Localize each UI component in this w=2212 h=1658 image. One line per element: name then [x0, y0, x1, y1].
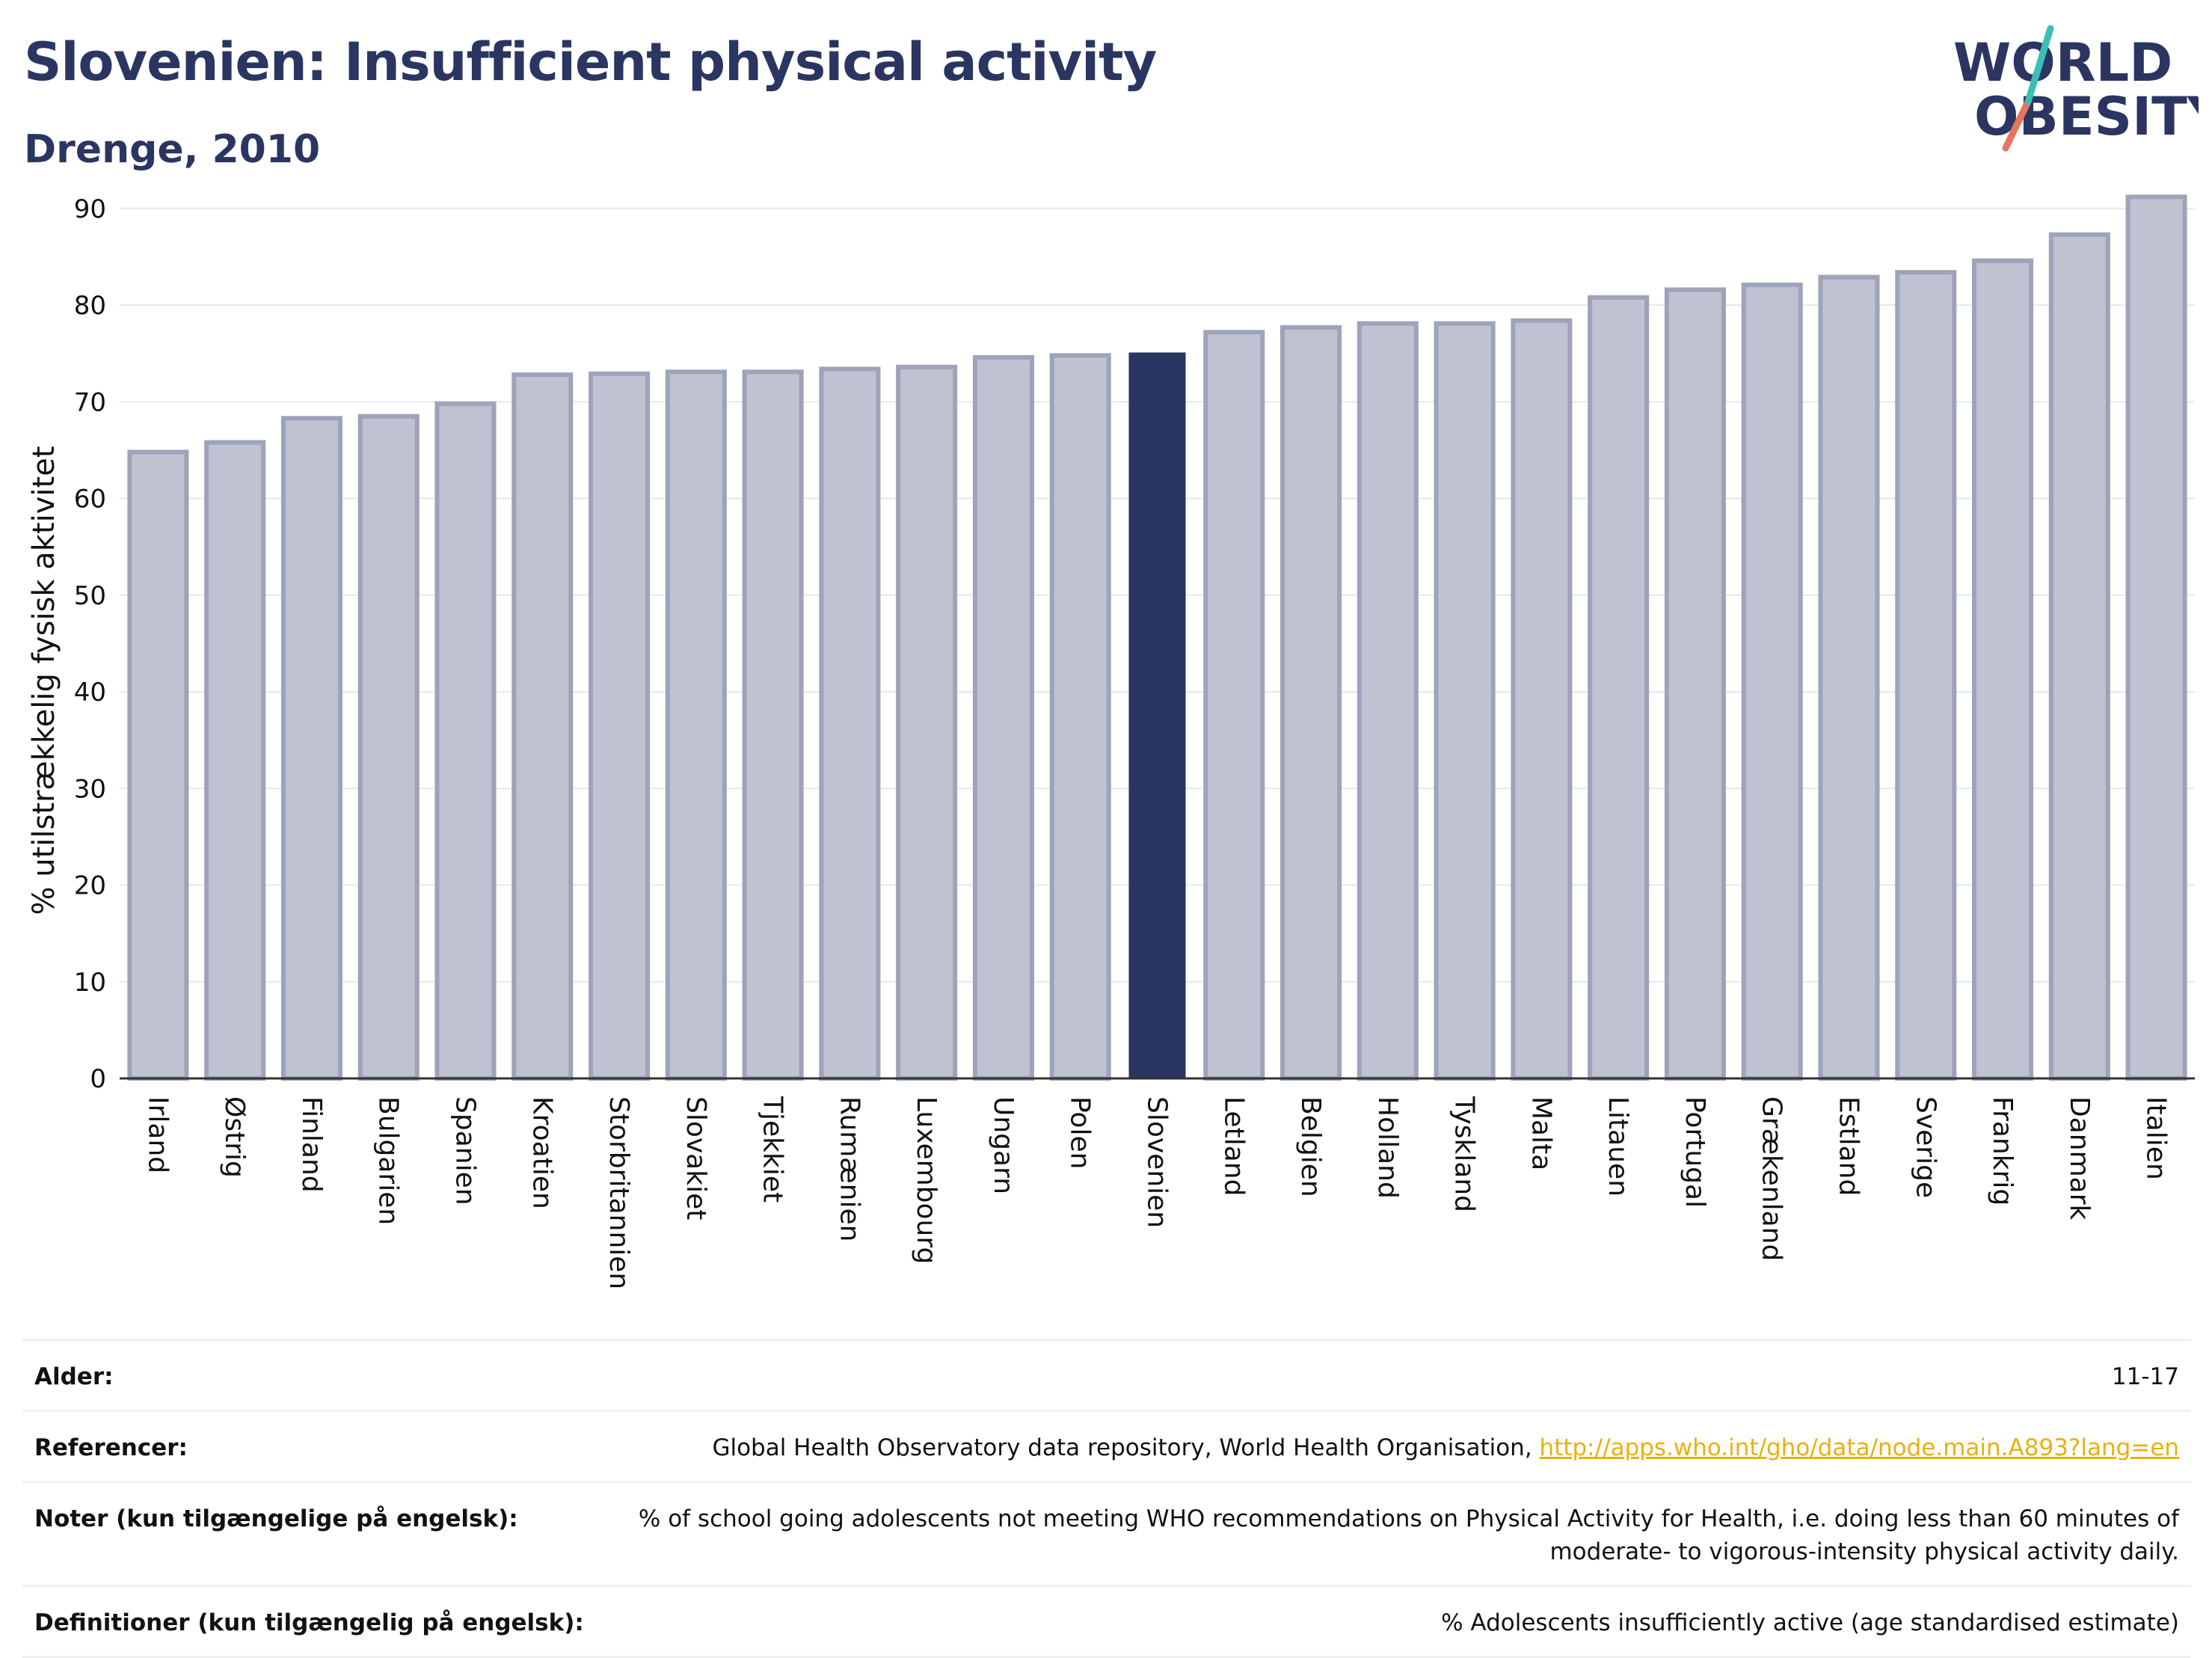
bar-holland: [1357, 321, 1419, 1081]
reference-text: Global Health Observatory data repositor…: [712, 1434, 1540, 1461]
y-tick-label: 90: [74, 194, 106, 224]
x-tick-label: Tjekkiet: [758, 1096, 788, 1203]
bar-irland: [127, 449, 189, 1081]
meta-label: Noter (kun tilgængelige på engelsk):: [34, 1505, 518, 1532]
meta-value: Global Health Observatory data repositor…: [218, 1431, 2179, 1464]
metadata-table: Alder: 11-17 Referencer: Global Health O…: [22, 1339, 2191, 1658]
bar-grækenland: [1741, 282, 1803, 1081]
y-tick-label: 30: [74, 774, 106, 804]
bar-chart: 0 10 20 30 40 50 60 70 80 90 Irland Østrig Finland Bu…: [27, 194, 2195, 1289]
meta-value: % Adolescents insufficiently active (age…: [1441, 1609, 2179, 1636]
x-tick-label: Finland: [296, 1096, 327, 1193]
y-tick-label: 50: [74, 581, 106, 611]
world-obesity-logo: WORLD OBESITY: [1953, 25, 2199, 152]
x-tick-label: Østrig: [219, 1096, 250, 1178]
bar-storbritannien: [589, 371, 651, 1081]
x-tick-label: Polen: [1065, 1096, 1096, 1169]
x-tick-label: Grækenland: [1757, 1096, 1787, 1261]
bar-sverige: [1895, 270, 1957, 1081]
x-tick-label: Irland: [142, 1096, 173, 1173]
x-tick-label: Slovenien: [1142, 1096, 1173, 1228]
meta-value: 11-17: [2111, 1363, 2179, 1390]
x-tick-label: Litauen: [1603, 1096, 1633, 1197]
x-tick-label: Sverige: [1910, 1096, 1941, 1198]
x-tick-label: Malta: [1526, 1096, 1556, 1170]
x-tick-label: Luxembourg: [911, 1096, 941, 1264]
y-tick-label: 70: [74, 387, 106, 417]
x-tick-label: Portugal: [1680, 1096, 1710, 1208]
x-tick-label: Ungarn: [988, 1096, 1019, 1194]
page-subtitle: Drenge, 2010: [24, 127, 321, 172]
bar-polen: [1049, 353, 1111, 1081]
y-tick-label: 20: [74, 871, 106, 901]
y-tick-label: 10: [74, 968, 106, 998]
x-tick-label: Estland: [1834, 1096, 1864, 1196]
bar-tyskland: [1434, 321, 1496, 1081]
x-tick-label: Belgien: [1295, 1096, 1326, 1197]
y-axis-label: % utilstrækkelig fysisk aktivitet: [27, 446, 61, 915]
x-tick-label: Letland: [1218, 1096, 1249, 1196]
bar-spanien: [434, 401, 497, 1081]
bar-danmark: [2048, 232, 2110, 1081]
x-tick-label: Tyskland: [1449, 1096, 1480, 1212]
y-tick-label: 40: [74, 678, 106, 707]
bar-letland: [1203, 330, 1265, 1081]
bar-frankrig: [1972, 258, 2034, 1081]
bar-estland: [1818, 274, 1880, 1081]
bar-finland: [280, 416, 342, 1081]
x-tick-label: Rumænien: [834, 1096, 864, 1241]
bar-luxembourg: [896, 364, 958, 1081]
x-tick-label: Holland: [1372, 1096, 1403, 1199]
x-tick-label: Storbritannien: [603, 1096, 634, 1289]
meta-row-age: Alder: 11-17: [22, 1339, 2191, 1410]
y-tick-label: 80: [74, 291, 106, 321]
bar-portugal: [1664, 287, 1726, 1081]
page-title: Slovenien: Insufficient physical activit…: [24, 31, 1157, 93]
meta-label: Referencer:: [34, 1434, 188, 1461]
bar-slovenien: [1128, 352, 1186, 1079]
logo-slash-coral: [2002, 98, 2032, 152]
x-tick-label: Spanien: [450, 1096, 481, 1206]
x-tick-label: Italien: [2141, 1096, 2172, 1180]
x-tick-label: Bulgarien: [373, 1096, 404, 1225]
y-tick-label: 60: [74, 485, 106, 515]
axes: 0 10 20 30 40 50 60 70 80 90 Irland Østrig Finland Bu…: [74, 194, 2195, 1289]
bar-slovakiet: [665, 369, 727, 1081]
bar-bulgarien: [357, 414, 420, 1081]
bar-malta: [1511, 318, 1573, 1081]
reference-link[interactable]: http://apps.who.int/gho/data/node.main.A…: [1539, 1434, 2179, 1461]
bars: [127, 194, 2187, 1081]
bar-kroatien: [511, 372, 574, 1081]
y-tick-label: 0: [90, 1064, 106, 1094]
bar-ungarn: [972, 354, 1034, 1081]
bar-belgien: [1280, 325, 1342, 1081]
x-tick-label: Frankrig: [1987, 1096, 2018, 1206]
logo-slash-teal: [2024, 25, 2054, 105]
x-tick-label: Danmark: [2064, 1096, 2095, 1221]
meta-label: Alder:: [34, 1363, 114, 1390]
bar-italien: [2125, 194, 2187, 1081]
bar-rumænien: [819, 366, 881, 1081]
meta-row-references: Referencer: Global Health Observatory da…: [22, 1410, 2191, 1481]
logo-word-world: WORLD: [1953, 32, 2172, 93]
meta-label: Definitioner (kun tilgængelig på engelsk…: [34, 1609, 584, 1636]
meta-row-definitions: Definitioner (kun tilgængelig på engelsk…: [22, 1585, 2191, 1658]
x-tick-label: Slovakiet: [681, 1096, 711, 1220]
x-tick-label: Kroatien: [526, 1096, 557, 1209]
bar-tjekkiet: [742, 369, 804, 1081]
bar-østrig: [204, 440, 266, 1081]
bar-litauen: [1588, 295, 1650, 1081]
meta-row-notes: Noter (kun tilgængelige på engelsk): % o…: [22, 1481, 2191, 1585]
meta-value: % of school going adolescents not meetin…: [638, 1505, 2179, 1565]
